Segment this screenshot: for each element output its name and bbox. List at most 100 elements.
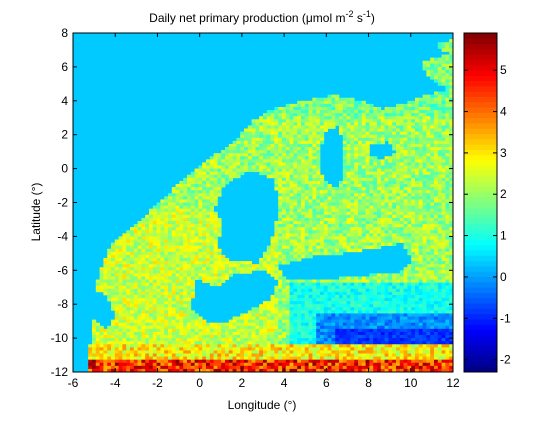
heatmap-cell <box>369 276 374 280</box>
heatmap-cell <box>126 254 131 259</box>
heatmap-cell <box>168 230 173 234</box>
heatmap-cell <box>202 347 207 351</box>
heatmap-cell <box>373 359 378 364</box>
heatmap-cell <box>179 335 184 339</box>
heatmap-cell <box>213 331 218 336</box>
heatmap-cell <box>282 168 287 173</box>
heatmap-cell <box>213 264 218 268</box>
heatmap-cell <box>358 362 363 367</box>
heatmap-cell <box>369 273 374 277</box>
heatmap-cell <box>103 267 108 271</box>
heatmap-cell <box>312 100 317 105</box>
heatmap-cell <box>407 125 412 129</box>
heatmap-cell <box>365 301 370 305</box>
heatmap-cell <box>297 217 302 222</box>
heatmap-cell <box>187 251 192 256</box>
heatmap-cell <box>361 128 366 132</box>
heatmap-cell <box>388 110 393 114</box>
heatmap-cell <box>293 313 298 317</box>
heatmap-cell <box>335 119 340 123</box>
heatmap-cell <box>327 331 332 336</box>
heatmap-cell <box>320 208 325 213</box>
heatmap-cell <box>92 322 97 327</box>
heatmap-cell <box>350 106 355 111</box>
heatmap-cell <box>274 159 279 163</box>
heatmap-cell <box>293 103 298 108</box>
heatmap-cell <box>266 110 271 114</box>
heatmap-cell <box>323 301 328 305</box>
heatmap-cell <box>301 288 306 293</box>
heatmap-cell <box>354 211 359 216</box>
heatmap-cell <box>168 193 173 197</box>
heatmap-cell <box>312 177 317 182</box>
heatmap-cell <box>198 316 203 320</box>
heatmap-cell <box>312 143 317 148</box>
heatmap-cell <box>380 208 385 213</box>
heatmap-cell <box>179 350 184 354</box>
heatmap-cell <box>164 347 169 351</box>
heatmap-cell <box>278 150 283 154</box>
heatmap-cell <box>399 125 404 129</box>
heatmap-cell <box>403 211 408 216</box>
heatmap-cell <box>111 362 116 367</box>
heatmap-cell <box>118 294 123 299</box>
heatmap-cell <box>407 106 412 111</box>
heatmap-cell <box>335 196 340 200</box>
heatmap-cell <box>399 143 404 148</box>
heatmap-cell <box>346 202 351 206</box>
heatmap-cell <box>403 131 408 136</box>
heatmap-cell <box>278 224 283 228</box>
heatmap-cell <box>274 116 279 120</box>
heatmap-cell <box>259 341 264 345</box>
heatmap-cell <box>255 137 260 142</box>
heatmap-cell <box>339 125 344 129</box>
heatmap-cell <box>114 251 119 256</box>
heatmap-cell <box>156 285 161 290</box>
heatmap-cell <box>339 113 344 117</box>
heatmap-cell <box>293 119 298 123</box>
heatmap-cell <box>175 208 180 213</box>
heatmap-cell <box>137 251 142 256</box>
heatmap-cell <box>259 257 264 262</box>
heatmap-cell <box>316 140 321 145</box>
heatmap-cell <box>270 267 275 271</box>
heatmap-cell <box>194 174 199 179</box>
heatmap-cell <box>285 125 290 129</box>
heatmap-cell <box>350 328 355 333</box>
heatmap-cell <box>403 350 408 354</box>
heatmap-cell <box>361 245 366 250</box>
heatmap-cell <box>187 273 192 277</box>
heatmap-cell <box>122 307 127 311</box>
heatmap-cell <box>373 202 378 206</box>
heatmap-cell <box>392 202 397 206</box>
heatmap-cell <box>278 319 283 324</box>
heatmap-cell <box>297 227 302 231</box>
heatmap-cell <box>373 288 378 293</box>
heatmap-cell <box>95 325 100 330</box>
heatmap-cell <box>213 211 218 216</box>
heatmap-cell <box>137 224 142 228</box>
heatmap-cell <box>137 294 142 299</box>
heatmap-cell <box>202 257 207 262</box>
heatmap-cell <box>373 368 378 373</box>
heatmap-cell <box>225 353 230 357</box>
heatmap-cell <box>327 344 332 348</box>
heatmap-cell <box>247 338 252 342</box>
heatmap-cell <box>293 116 298 120</box>
heatmap-cell <box>373 365 378 370</box>
heatmap-cell <box>232 341 237 345</box>
heatmap-cell <box>327 125 332 129</box>
heatmap-cell <box>339 319 344 324</box>
heatmap-cell <box>103 356 108 361</box>
heatmap-cell <box>194 224 199 228</box>
heatmap-cell <box>187 187 192 191</box>
heatmap-cell <box>312 122 317 126</box>
heatmap-cell <box>301 233 306 237</box>
heatmap-cell <box>225 159 230 163</box>
heatmap-cell <box>331 347 336 351</box>
heatmap-cell <box>331 230 336 234</box>
heatmap-cell <box>240 137 245 142</box>
heatmap-cell <box>194 344 199 348</box>
heatmap-cell <box>209 282 214 287</box>
heatmap-cell <box>251 344 256 348</box>
